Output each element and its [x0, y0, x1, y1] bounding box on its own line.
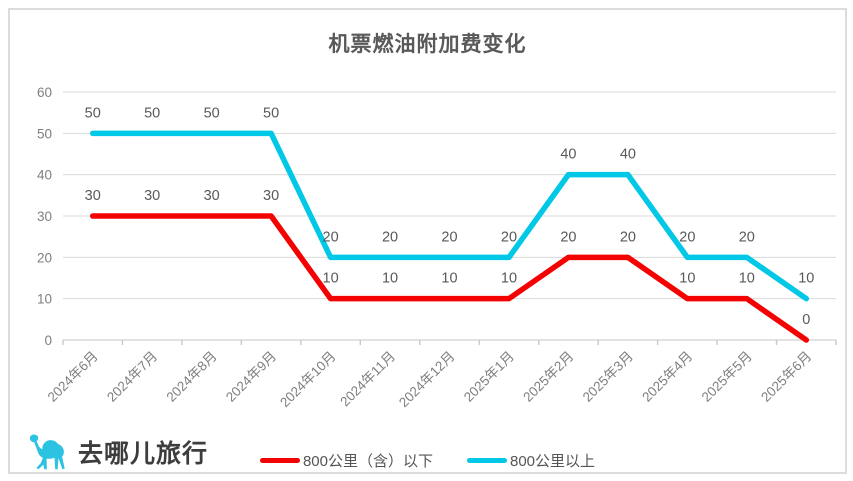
x-axis-category-label: 2025年3月 — [580, 349, 636, 405]
data-label: 50 — [204, 105, 220, 121]
data-label: 30 — [144, 188, 160, 204]
data-label: 50 — [263, 105, 279, 121]
line-chart-plot: 0 10 20 30 40 50 60 2024年6月 2024年7月 2024年8月 2024年9… — [37, 85, 837, 411]
data-label: 30 — [263, 188, 279, 204]
x-axis-category-label: 2024年10月 — [277, 349, 339, 411]
x-axis-category-label: 2024年9月 — [223, 349, 279, 405]
brand-name: 去哪儿旅行 — [78, 440, 209, 468]
x-axis-category-label: 2025年1月 — [461, 349, 517, 405]
data-label: 40 — [560, 147, 576, 163]
x-axis-category-label: 2025年6月 — [758, 349, 814, 405]
data-label: 20 — [441, 229, 457, 245]
data-label: 30 — [204, 188, 220, 204]
series-line — [89, 130, 810, 302]
data-label: 20 — [739, 229, 755, 245]
data-label: 10 — [501, 271, 517, 287]
data-label: 20 — [679, 229, 695, 245]
y-axis-tick-label: 20 — [37, 250, 52, 265]
data-label: 10 — [323, 271, 339, 287]
y-axis-tick-label: 40 — [37, 168, 52, 183]
x-axis-category-label: 2025年2月 — [520, 349, 576, 405]
data-label: 10 — [739, 271, 755, 287]
data-label: 50 — [85, 105, 101, 121]
legend-swatch — [259, 457, 300, 463]
legend-item: 800公里（含）以下 — [259, 450, 433, 471]
legend-swatch — [467, 457, 507, 463]
y-axis-tick-label: 0 — [44, 333, 52, 348]
series-line — [89, 213, 810, 343]
data-label: 30 — [85, 188, 101, 204]
chart-title: 机票燃油附加费变化 — [328, 33, 527, 56]
x-axis-category-label: 2024年11月 — [337, 349, 398, 410]
legend-label: 800公里（含）以下 — [302, 452, 433, 470]
y-axis-tick-label: 10 — [37, 292, 52, 307]
x-axis-category-label: 2024年8月 — [164, 349, 220, 405]
data-label: 10 — [382, 271, 398, 287]
data-label: 0 — [802, 312, 810, 328]
data-label: 20 — [560, 229, 576, 245]
data-label: 20 — [382, 229, 398, 245]
legend-item: 800公里以上 — [467, 450, 595, 471]
y-axis-tick-label: 60 — [37, 85, 52, 100]
data-label: 10 — [441, 271, 457, 287]
data-label: 10 — [798, 271, 814, 287]
x-axis-category-label: 2025年4月 — [639, 349, 695, 405]
camel-icon — [29, 434, 65, 470]
data-label: 20 — [323, 229, 339, 245]
y-axis-tick-label: 30 — [37, 209, 52, 224]
x-axis-category-label: 2024年6月 — [45, 349, 101, 405]
data-label: 20 — [501, 229, 517, 245]
x-axis-category-label: 2025年5月 — [699, 349, 755, 405]
brand-logo: 去哪儿旅行 — [26, 428, 208, 476]
data-label: 40 — [620, 147, 636, 163]
legend-label: 800公里以上 — [510, 452, 596, 470]
chart-card: 机票燃油附加费变化 0 10 20 30 40 50 60 2024年6月 2024年7月 202… — [8, 8, 847, 474]
data-label: 50 — [144, 105, 160, 121]
y-axis-tick-label: 50 — [37, 126, 52, 141]
x-axis-category-label: 2024年12月 — [396, 349, 458, 411]
data-label: 10 — [679, 271, 695, 287]
x-axis-category-label: 2024年7月 — [104, 349, 160, 405]
data-label: 20 — [620, 229, 636, 245]
chart-legend: 800公里（含）以下 800公里以上 — [10, 450, 845, 470]
